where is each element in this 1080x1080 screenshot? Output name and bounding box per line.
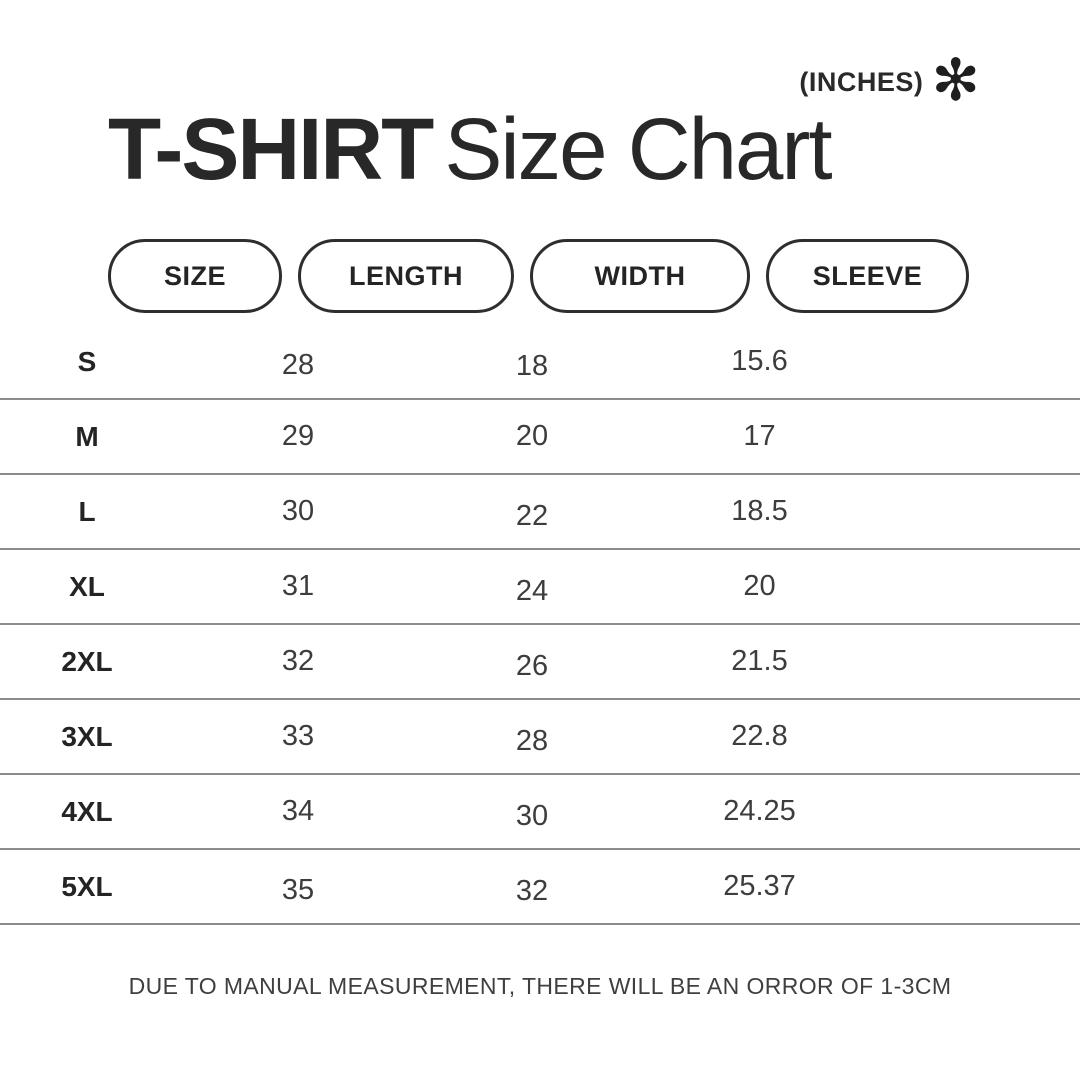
sleeve-value: 22.8	[731, 720, 788, 753]
sleeve-cell: 20	[658, 570, 861, 603]
sleeve-value: 18.5	[731, 495, 788, 528]
length-value: 35	[281, 874, 315, 907]
length-cell: 30	[190, 495, 406, 528]
table-row-l: L 30 22 18.5	[0, 475, 1080, 551]
column-header-size: SIZE	[108, 239, 282, 314]
width-cell: 28	[422, 720, 642, 757]
table-row-xl: XL 31 24 20	[0, 550, 1080, 626]
width-value: 26	[515, 650, 549, 683]
width-cell: 18	[422, 345, 642, 382]
length-value: 29	[281, 420, 315, 453]
length-value: 33	[281, 720, 315, 753]
units-row: (INCHES) ✻	[0, 0, 1080, 110]
width-cell: 24	[422, 570, 642, 607]
column-header-row: SIZE LENGTH WIDTH SLEEVE	[108, 239, 969, 314]
column-header-width: WIDTH	[530, 239, 750, 314]
width-cell: 22	[422, 495, 642, 532]
sleeve-cell: 21.5	[658, 645, 861, 678]
sleeve-value: 15.6	[731, 345, 788, 378]
length-cell: 31	[190, 570, 406, 603]
length-cell: 29	[190, 420, 406, 453]
sleeve-cell: 22.8	[658, 720, 861, 753]
sleeve-value: 17	[743, 420, 776, 453]
width-value: 20	[515, 420, 549, 453]
table-row-5xl: 5XL 35 32 25.37	[0, 850, 1080, 926]
sleeve-value: 21.5	[731, 645, 788, 678]
length-value: 31	[281, 570, 315, 603]
sleeve-value: 24.25	[723, 795, 796, 828]
width-value: 24	[515, 575, 549, 608]
sleeve-cell: 25.37	[658, 870, 861, 903]
size-label: L	[78, 495, 96, 527]
length-cell: 35	[190, 870, 406, 906]
asterisk-icon: ✻	[931, 45, 980, 114]
column-header-sleeve: SLEEVE	[766, 239, 969, 314]
width-cell: 32	[422, 870, 642, 907]
width-cell: 30	[422, 795, 642, 832]
length-cell: 34	[190, 795, 406, 828]
sleeve-cell: 17	[658, 420, 861, 453]
sleeve-cell: 15.6	[658, 345, 861, 378]
size-table: S 28 18 15.6 M 29 20 17 L 30 22 18.5 XL …	[0, 325, 1080, 926]
page-title: T-SHIRT Size Chart	[0, 104, 1080, 195]
table-row-4xl: 4XL 34 30 24.25	[0, 775, 1080, 851]
size-label: S	[77, 345, 97, 377]
size-label: 2XL	[61, 645, 113, 677]
table-row-3xl: 3XL 33 28 22.8	[0, 700, 1080, 776]
width-value: 32	[515, 875, 549, 908]
table-row-m: M 29 20 17	[0, 400, 1080, 476]
table-row-s: S 28 18 15.6	[0, 325, 1080, 401]
length-value: 30	[281, 495, 315, 528]
width-cell: 26	[422, 645, 642, 682]
length-value: 32	[281, 645, 315, 678]
width-cell: 20	[422, 420, 642, 453]
width-value: 18	[515, 350, 549, 383]
size-label: M	[75, 420, 99, 452]
sleeve-value: 20	[743, 570, 776, 603]
size-label: 3XL	[61, 720, 113, 752]
length-value: 28	[281, 349, 315, 382]
width-value: 22	[515, 500, 549, 533]
sleeve-cell: 24.25	[658, 795, 861, 828]
length-cell: 28	[190, 345, 406, 381]
length-cell: 32	[190, 645, 406, 678]
width-value: 28	[515, 725, 549, 758]
sleeve-cell: 18.5	[658, 495, 861, 528]
size-label: 4XL	[61, 795, 113, 827]
page-title-product: T-SHIRT	[108, 101, 434, 198]
table-row-2xl: 2XL 32 26 21.5	[0, 625, 1080, 701]
measurement-disclaimer: DUE TO MANUAL MEASUREMENT, THERE WILL BE…	[128, 973, 952, 1000]
length-value: 34	[281, 795, 315, 828]
size-label: XL	[69, 570, 105, 602]
width-value: 30	[515, 800, 549, 833]
size-label: 5XL	[61, 870, 113, 902]
column-header-length: LENGTH	[298, 239, 514, 314]
sleeve-value: 25.37	[723, 870, 796, 903]
units-label: (INCHES)	[799, 66, 924, 97]
length-cell: 33	[190, 720, 406, 753]
page-title-suffix: Size Chart	[444, 101, 832, 198]
